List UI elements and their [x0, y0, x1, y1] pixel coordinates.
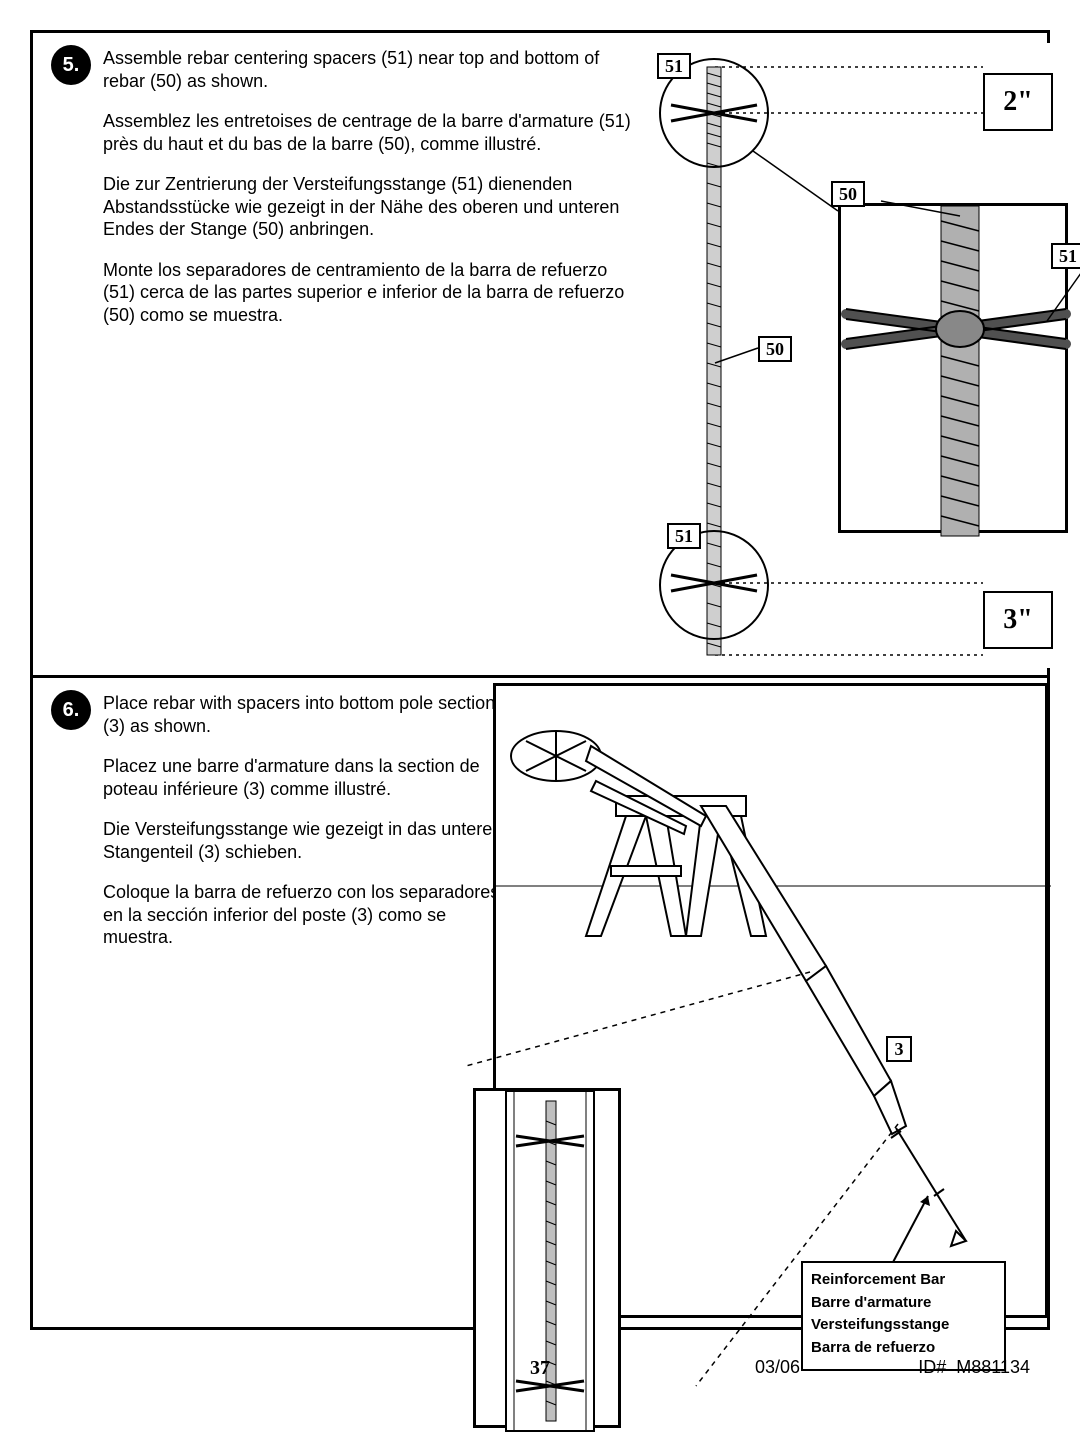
step-6-number: 6.: [51, 690, 91, 730]
step-5-number: 5.: [51, 45, 91, 85]
label-51-detail: 51: [1051, 243, 1080, 269]
footer-date: 03/06: [755, 1357, 800, 1378]
note-es: Barra de refuerzo: [811, 1337, 996, 1360]
label-51-bottom: 51: [667, 523, 701, 549]
step-6-text-de: Die Versteifungsstange wie gezeigt in da…: [103, 818, 503, 863]
label-50-detail: 50: [831, 181, 865, 207]
step-6-text-es: Coloque la barra de refuerzo con los sep…: [103, 881, 503, 949]
page-number: 37: [530, 1357, 550, 1380]
note-en: Reinforcement Bar: [811, 1269, 996, 1292]
step-5-diagram: 51 51 50 50 51 2" 3": [653, 43, 1053, 668]
rebar-note-box: Reinforcement Bar Barre d'armature Verst…: [801, 1261, 1006, 1371]
step-5-section: 5. Assemble rebar centering spacers (51)…: [33, 33, 1047, 678]
label-2in: 2": [983, 73, 1053, 131]
note-de: Versteifungsstange: [811, 1314, 996, 1337]
note-fr: Barre d'armature: [811, 1292, 996, 1315]
step-6-text: Place rebar with spacers into bottom pol…: [103, 692, 503, 967]
label-3: 3: [886, 1036, 912, 1062]
step-6-text-en: Place rebar with spacers into bottom pol…: [103, 692, 503, 737]
page-footer: 37 03/06 ID# M881134: [0, 1357, 1080, 1387]
footer-id: ID# M881134: [918, 1357, 1030, 1378]
step-5-text-de: Die zur Zentrierung der Versteifungsstan…: [103, 173, 643, 241]
step-5-text-es: Monte los separadores de centramiento de…: [103, 259, 643, 327]
step-5-text: Assemble rebar centering spacers (51) ne…: [103, 47, 643, 344]
page-border: 5. Assemble rebar centering spacers (51)…: [30, 30, 1050, 1330]
pole-assembly: [511, 731, 906, 1134]
rebar-insert: [891, 1128, 966, 1246]
page: 5. Assemble rebar centering spacers (51)…: [0, 0, 1080, 1397]
step-5-text-fr: Assemblez les entretoises de centrage de…: [103, 110, 643, 155]
label-3in: 3": [983, 591, 1053, 649]
label-50-bottom: 50: [758, 336, 792, 362]
label-51-top: 51: [657, 53, 691, 79]
step-5-detail: [838, 203, 1068, 533]
step-6-section: 6. Place rebar with spacers into bottom …: [33, 678, 1047, 1328]
step-6-text-fr: Placez une barre d'armature dans la sect…: [103, 755, 503, 800]
step-5-text-en: Assemble rebar centering spacers (51) ne…: [103, 47, 643, 92]
